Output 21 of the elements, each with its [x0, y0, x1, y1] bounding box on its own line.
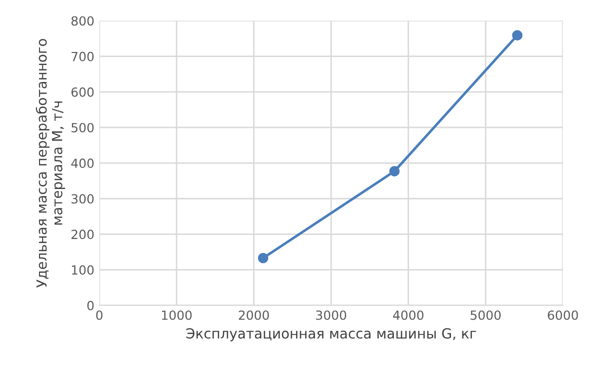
y-tick-label: 500 — [72, 122, 94, 132]
point — [258, 252, 268, 264]
x-tick-label: 2000 — [238, 310, 269, 320]
x-tick-label: 1000 — [162, 310, 192, 320]
y-tick-label: 0 — [87, 300, 94, 310]
point — [389, 166, 400, 176]
y-tick-label: 200 — [72, 230, 94, 240]
y-tick-label: 700 — [72, 52, 94, 62]
x-tick-label: 6000 — [548, 310, 578, 320]
x-tick-label: 4000 — [393, 310, 424, 320]
point — [512, 30, 522, 41]
x-axis-title: Эксплуатационная масса машины G, кг — [186, 328, 476, 342]
x-tick-label: 0 — [96, 310, 102, 320]
y-tick-label: 100 — [72, 265, 94, 275]
x-tick-label: 5000 — [470, 310, 501, 320]
y-tick-label: 600 — [71, 87, 94, 97]
y-tick-label: 800 — [71, 16, 94, 26]
x-tick-label: 3000 — [316, 310, 346, 320]
y-tick-label: 300 — [72, 194, 94, 204]
y-axis-title: Удельная масса переработанного материала M, т/ч — [36, 38, 66, 288]
y-tick-label: 400 — [71, 158, 94, 168]
